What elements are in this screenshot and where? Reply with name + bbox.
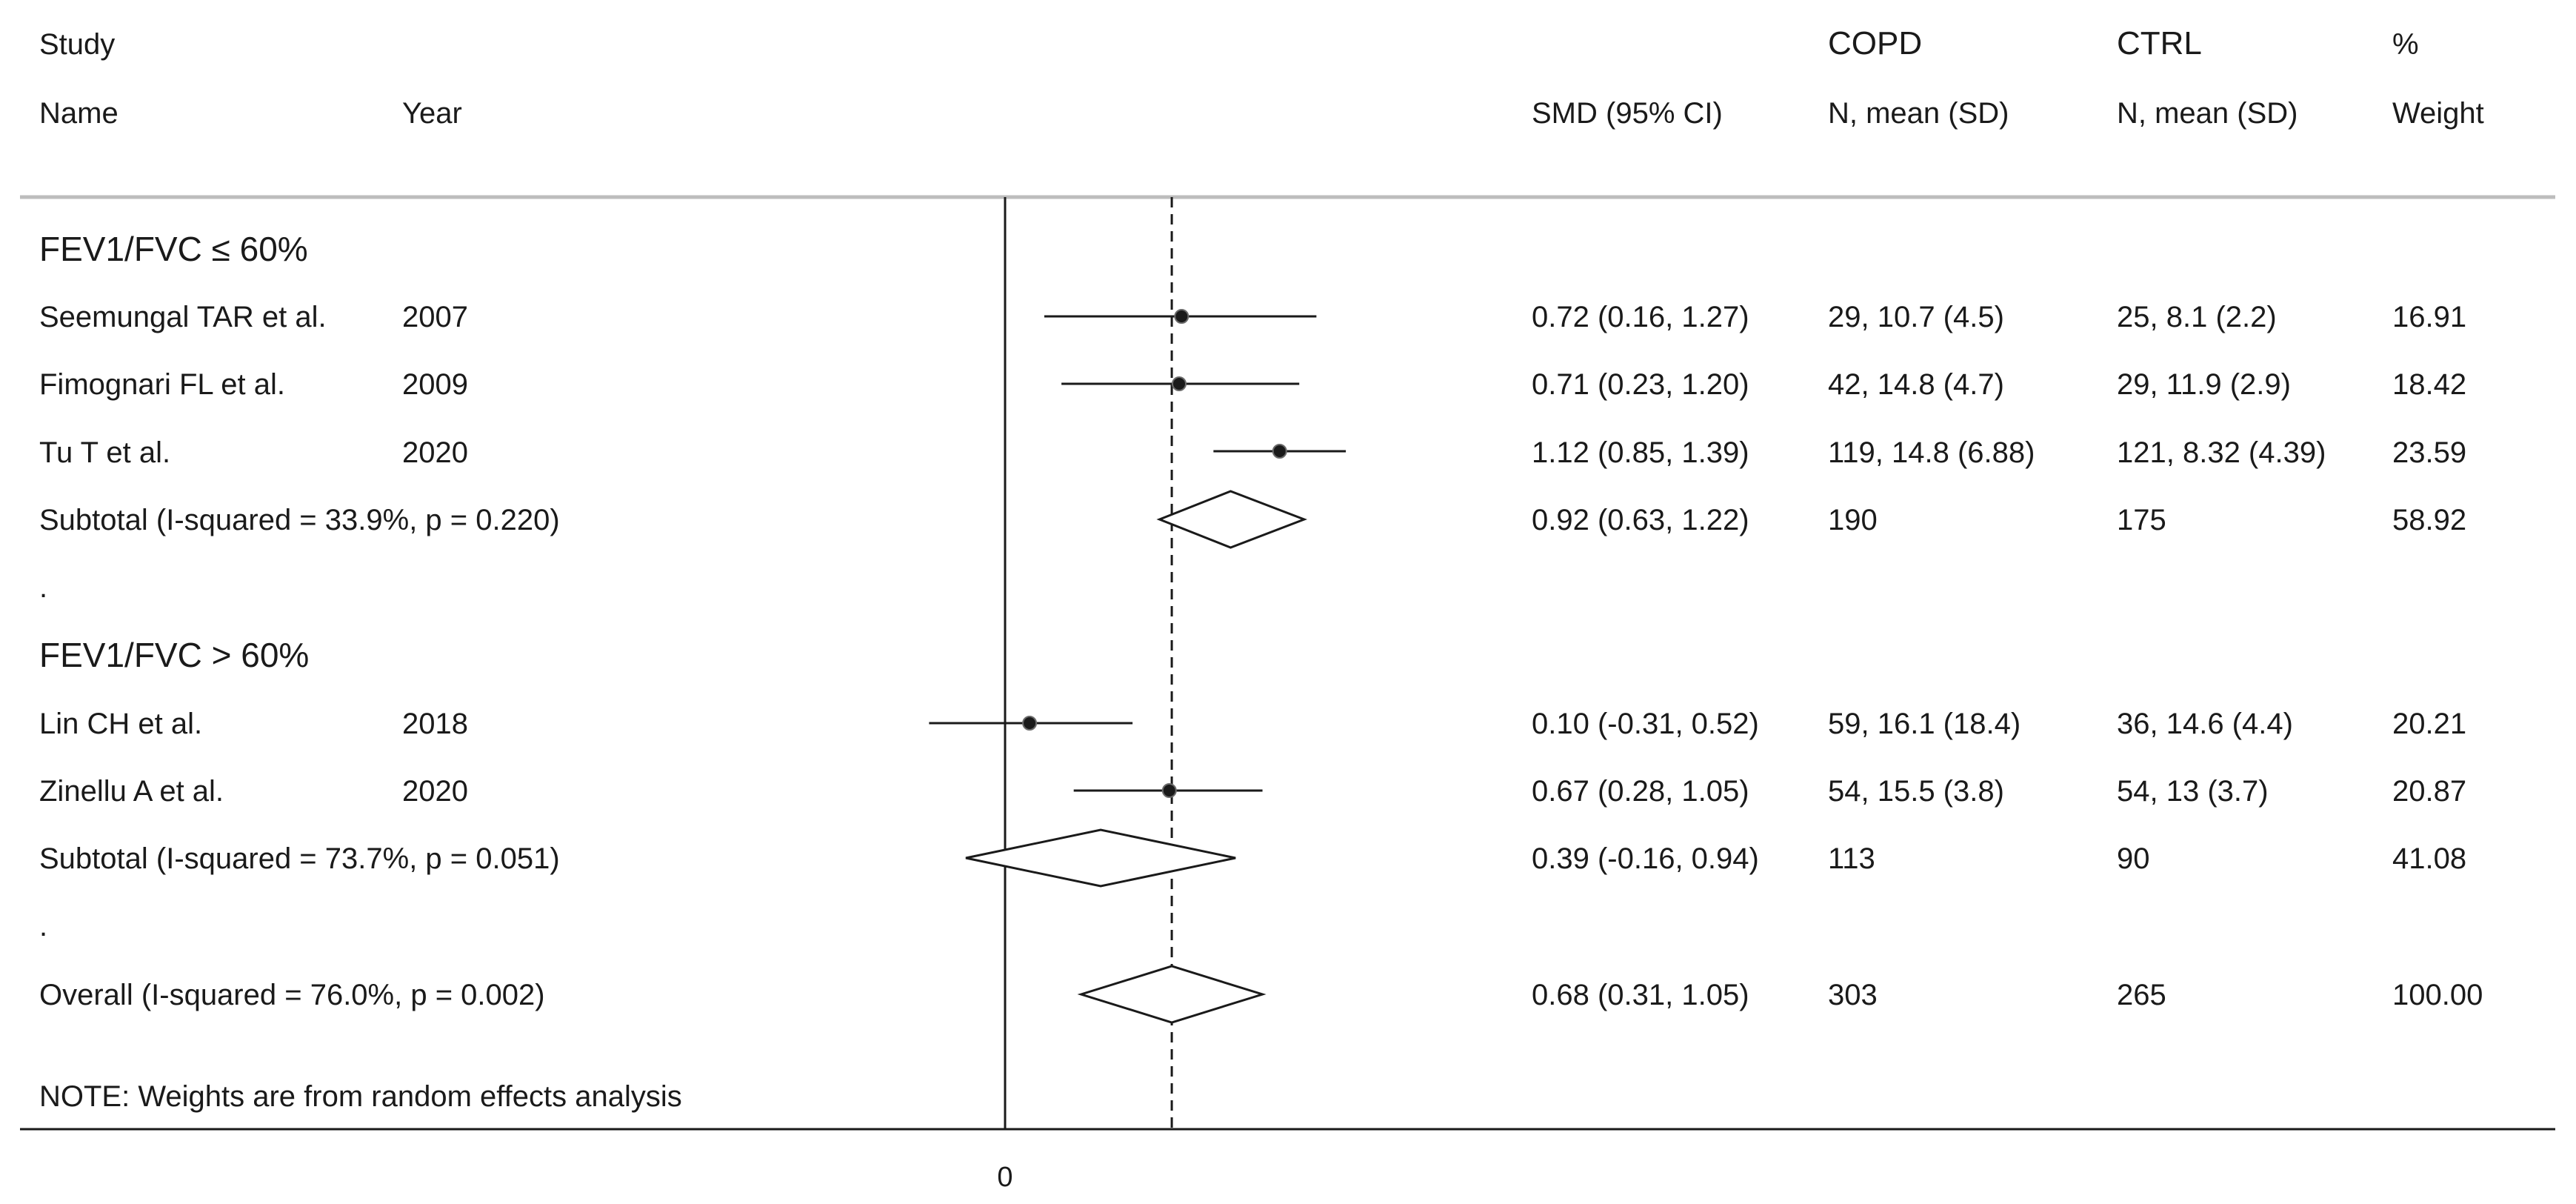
overall-weight: 100.00: [2392, 979, 2483, 1011]
point-estimate: [1174, 309, 1189, 324]
study-ctrl: 54, 13 (3.7): [2117, 775, 2269, 808]
overall-ctrl: 265: [2117, 979, 2166, 1011]
study-row: Seemungal TAR et al. 2007 0.72 (0.16, 1.…: [39, 301, 2466, 333]
x-tick-label: 0: [997, 1162, 1012, 1193]
study-ctrl: 36, 14.6 (4.4): [2117, 708, 2293, 740]
header-copd-sub: N, mean (SD): [1828, 97, 2009, 130]
subtotal-smd: 0.92 (0.63, 1.22): [1532, 504, 1749, 536]
subtotal-weight: 58.92: [2392, 504, 2466, 536]
column-headers: Study Name Year SMD (95% CI) COPD N, mea…: [39, 25, 2484, 130]
study-year: 2018: [402, 708, 468, 740]
subtotal-diamond: [965, 828, 1236, 888]
subtotal-diamond: [1156, 490, 1308, 549]
subtotal-ctrl: 90: [2117, 842, 2150, 875]
subtotal-label: Subtotal (I-squared = 33.9%, p = 0.220): [39, 504, 560, 536]
study-smd: 0.10 (-0.31, 0.52): [1532, 708, 1759, 740]
study-year: 2020: [402, 436, 468, 469]
overall-diamond: [1077, 965, 1267, 1024]
study-row: Zinellu A et al. 2020 0.67 (0.28, 1.05) …: [39, 775, 2466, 808]
subtotal-copd: 190: [1828, 504, 1878, 536]
point-estimate: [1022, 716, 1038, 731]
point-estimate: [1172, 376, 1187, 391]
header-percent: %: [2392, 28, 2419, 61]
subtotal-label: Subtotal (I-squared = 73.7%, p = 0.051): [39, 842, 560, 875]
study-smd: 1.12 (0.85, 1.39): [1532, 436, 1749, 469]
note-text: NOTE: Weights are from random effects an…: [39, 1080, 682, 1113]
subtotal-ctrl: 175: [2117, 504, 2166, 536]
study-year: 2007: [402, 301, 468, 333]
header-copd: COPD: [1828, 25, 1922, 61]
study-weight: 23.59: [2392, 436, 2466, 469]
header-name: Name: [39, 97, 119, 130]
study-row: Fimognari FL et al. 2009 0.71 (0.23, 1.2…: [39, 368, 2466, 401]
study-weight: 20.21: [2392, 708, 2466, 740]
study-year: 2009: [402, 368, 468, 401]
study-copd: 119, 14.8 (6.88): [1828, 436, 2035, 469]
group-title: FEV1/FVC ≤ 60%: [39, 230, 308, 268]
forest-marks: [929, 309, 1347, 1024]
study-ctrl: 121, 8.32 (4.39): [2117, 436, 2326, 469]
header-year: Year: [402, 97, 462, 130]
header-study: Study: [39, 28, 115, 61]
study-weight: 18.42: [2392, 368, 2466, 401]
header-weight: Weight: [2392, 97, 2484, 130]
study-name: Fimognari FL et al.: [39, 368, 285, 401]
study-ctrl: 25, 8.1 (2.2): [2117, 301, 2277, 333]
point-estimate: [1272, 444, 1287, 459]
study-smd: 0.71 (0.23, 1.20): [1532, 368, 1749, 401]
study-row: Lin CH et al. 2018 0.10 (-0.31, 0.52) 59…: [39, 708, 2466, 740]
study-smd: 0.72 (0.16, 1.27): [1532, 301, 1749, 333]
header-ctrl-sub: N, mean (SD): [2117, 97, 2298, 130]
header-ctrl: CTRL: [2117, 25, 2202, 61]
subtotal-weight: 41.08: [2392, 842, 2466, 875]
study-weight: 20.87: [2392, 775, 2466, 808]
study-weight: 16.91: [2392, 301, 2466, 333]
study-ctrl: 29, 11.9 (2.9): [2117, 368, 2291, 401]
study-name: Seemungal TAR et al.: [39, 301, 327, 333]
study-name: Tu T et al.: [39, 436, 170, 469]
study-copd: 54, 15.5 (3.8): [1828, 775, 2004, 808]
study-year: 2020: [402, 775, 468, 808]
spacer-dot: .: [39, 571, 47, 604]
subtotal-row: Subtotal (I-squared = 33.9%, p = 0.220) …: [39, 504, 2466, 536]
study-name: Zinellu A et al.: [39, 775, 224, 808]
spacer-dot: .: [39, 910, 47, 942]
subtotal-row: Subtotal (I-squared = 73.7%, p = 0.051) …: [39, 842, 2466, 875]
overall-copd: 303: [1828, 979, 1878, 1011]
overall-row: Overall (I-squared = 76.0%, p = 0.002) 0…: [39, 979, 2483, 1011]
study-row: Tu T et al. 2020 1.12 (0.85, 1.39) 119, …: [39, 436, 2466, 469]
group-title: FEV1/FVC > 60%: [39, 636, 309, 674]
header-smd: SMD (95% CI): [1532, 97, 1723, 130]
overall-label: Overall (I-squared = 76.0%, p = 0.002): [39, 979, 545, 1011]
overall-smd: 0.68 (0.31, 1.05): [1532, 979, 1749, 1011]
study-copd: 42, 14.8 (4.7): [1828, 368, 2004, 401]
study-name: Lin CH et al.: [39, 708, 202, 740]
subtotal-copd: 113: [1828, 842, 1875, 875]
subtotal-smd: 0.39 (-0.16, 0.94): [1532, 842, 1759, 875]
study-copd: 59, 16.1 (18.4): [1828, 708, 2021, 740]
point-estimate: [1161, 783, 1177, 798]
study-copd: 29, 10.7 (4.5): [1828, 301, 2004, 333]
study-smd: 0.67 (0.28, 1.05): [1532, 775, 1749, 808]
